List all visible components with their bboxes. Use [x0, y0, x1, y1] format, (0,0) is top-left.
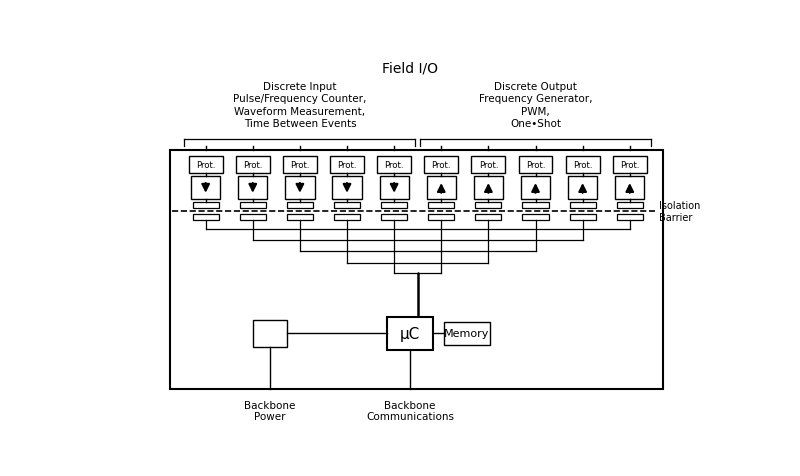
- Text: Field I/O: Field I/O: [382, 61, 438, 75]
- Bar: [286, 177, 314, 200]
- Text: Prot.: Prot.: [478, 161, 498, 170]
- Bar: [568, 177, 598, 200]
- Bar: [387, 317, 433, 351]
- Bar: [240, 215, 266, 221]
- Bar: [471, 157, 506, 174]
- Text: Prot.: Prot.: [620, 161, 639, 170]
- Bar: [236, 157, 270, 174]
- Text: Backbone
Communications: Backbone Communications: [366, 400, 454, 421]
- Bar: [377, 157, 411, 174]
- Text: Prot.: Prot.: [243, 161, 262, 170]
- Text: Backbone
Power: Backbone Power: [244, 400, 295, 421]
- Bar: [330, 157, 364, 174]
- Bar: [287, 202, 313, 208]
- Text: Prot.: Prot.: [384, 161, 404, 170]
- Text: Prot.: Prot.: [573, 161, 592, 170]
- Text: Isolation
Barrier: Isolation Barrier: [658, 201, 700, 222]
- Text: Discrete Input
Pulse/Frequency Counter,
Waveform Measurement,
Time Between Event: Discrete Input Pulse/Frequency Counter, …: [234, 82, 366, 129]
- Bar: [381, 202, 407, 208]
- Text: Prot.: Prot.: [196, 161, 215, 170]
- Bar: [283, 157, 317, 174]
- Bar: [474, 177, 503, 200]
- Bar: [475, 202, 502, 208]
- Bar: [570, 202, 596, 208]
- Bar: [522, 215, 549, 221]
- Bar: [613, 157, 646, 174]
- Bar: [240, 202, 266, 208]
- Bar: [426, 177, 456, 200]
- Bar: [428, 215, 454, 221]
- Bar: [193, 202, 218, 208]
- Bar: [191, 177, 220, 200]
- Bar: [334, 202, 360, 208]
- Bar: [617, 202, 643, 208]
- Bar: [518, 157, 553, 174]
- Text: Prot.: Prot.: [290, 161, 310, 170]
- Bar: [424, 157, 458, 174]
- Bar: [334, 215, 360, 221]
- Text: μC: μC: [400, 326, 420, 341]
- Bar: [253, 320, 287, 347]
- Text: Memory: Memory: [444, 329, 490, 339]
- Text: Prot.: Prot.: [338, 161, 357, 170]
- Bar: [287, 215, 313, 221]
- Bar: [521, 177, 550, 200]
- Bar: [332, 177, 362, 200]
- Bar: [444, 322, 490, 345]
- Bar: [570, 215, 596, 221]
- Bar: [428, 202, 454, 208]
- Bar: [193, 215, 218, 221]
- Text: Prot.: Prot.: [431, 161, 451, 170]
- Bar: [238, 177, 267, 200]
- Bar: [615, 177, 644, 200]
- Bar: [475, 215, 502, 221]
- Bar: [170, 151, 662, 389]
- Bar: [566, 157, 599, 174]
- Bar: [522, 202, 549, 208]
- Bar: [381, 215, 407, 221]
- Text: Discrete Output
Frequency Generator,
PWM,
One•Shot: Discrete Output Frequency Generator, PWM…: [478, 82, 592, 129]
- Text: Prot.: Prot.: [526, 161, 546, 170]
- Bar: [617, 215, 643, 221]
- Bar: [189, 157, 222, 174]
- Bar: [379, 177, 409, 200]
